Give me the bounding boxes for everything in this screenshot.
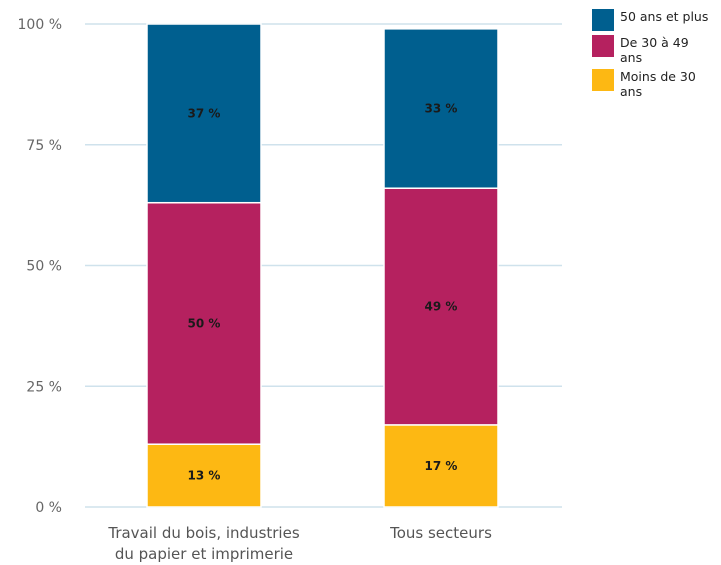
legend-item: De 30 à 49 ans <box>592 35 717 65</box>
legend-label: De 30 à 49 ans <box>620 35 689 65</box>
legend-item: Moins de 30 ans <box>592 69 717 99</box>
legend-swatch <box>592 69 614 91</box>
y-tick-label: 100 % <box>18 17 62 33</box>
x-category-label-line: du papier et imprimerie <box>115 545 293 563</box>
legend-label: 50 ans et plus <box>620 9 709 24</box>
y-tick-label: 50 % <box>26 259 62 275</box>
data-labels: 13 % 50 % 37 % 17 % 49 % 33 % <box>188 102 458 483</box>
legend-label: Moins de 30 ans <box>620 69 696 99</box>
bars <box>146 23 499 508</box>
y-tick-label: 0 % <box>35 500 62 516</box>
y-axis-ticks: 0 % 25 % 50 % 75 % 100 % <box>18 17 62 516</box>
legend-swatch <box>592 9 614 31</box>
legend: 50 ans et plus De 30 à 49 ans Moins de 30 an… <box>592 9 717 103</box>
data-label: 17 % <box>425 459 458 473</box>
x-axis-categories: Travail du bois, industries du papier et … <box>107 524 492 563</box>
bar-segment <box>383 187 499 426</box>
data-label: 13 % <box>188 469 221 483</box>
y-tick-label: 25 % <box>26 379 62 395</box>
bar-segment <box>146 201 262 445</box>
bar-segment <box>146 443 262 508</box>
x-category-label-line: Travail du bois, industries <box>107 524 299 542</box>
x-category-label: Travail du bois, industries du papier et … <box>107 524 299 563</box>
data-label: 50 % <box>188 316 221 330</box>
legend-item: 50 ans et plus <box>592 9 717 31</box>
data-label: 33 % <box>425 102 458 116</box>
bar-segment <box>146 23 262 204</box>
x-category-label-line: Tous secteurs <box>389 524 492 542</box>
data-label: 49 % <box>425 300 458 314</box>
bar-segment <box>383 28 499 189</box>
bar-segment <box>383 424 499 508</box>
y-tick-label: 75 % <box>26 138 62 154</box>
x-category-label: Tous secteurs <box>389 524 492 542</box>
data-label: 37 % <box>188 106 221 120</box>
legend-swatch <box>592 35 614 57</box>
